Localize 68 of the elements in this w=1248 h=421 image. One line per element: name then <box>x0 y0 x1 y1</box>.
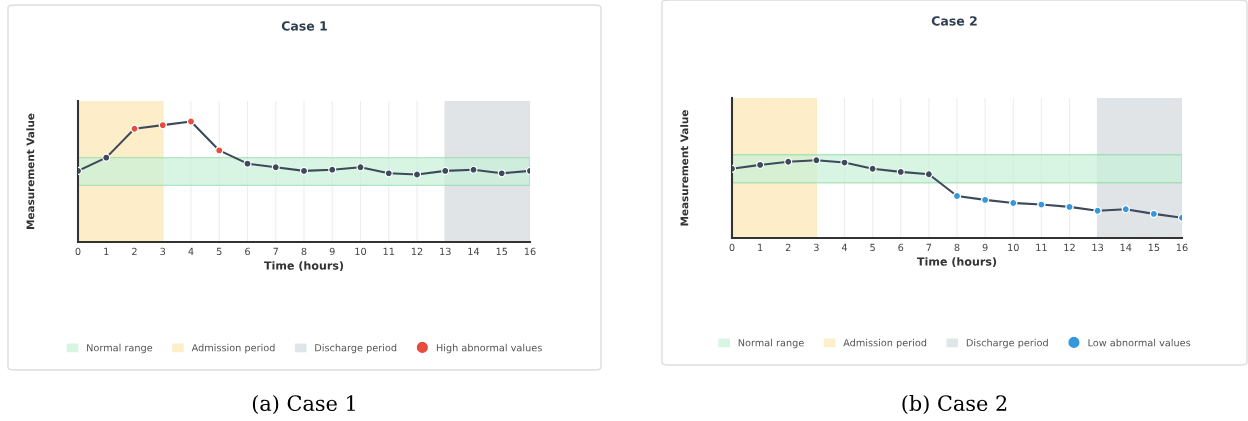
point <box>271 163 280 172</box>
text: (a) Case 1 <box>252 394 355 414</box>
legend-label: Discharge period <box>966 338 1048 349</box>
x-tick-label: 1 <box>104 247 109 255</box>
x-tick-label: 11 <box>1036 243 1047 251</box>
x-tick-label: 4 <box>841 243 848 251</box>
x-tick-label: 12 <box>411 247 423 255</box>
x-tick-label: 16 <box>1176 243 1188 252</box>
x-tick-label: 16 <box>524 247 536 256</box>
point <box>102 153 111 162</box>
y-axis-title: Measurement Value <box>680 110 689 226</box>
x-tick-label: 9 <box>329 247 335 256</box>
chart-title: Case 1 <box>281 21 327 31</box>
legend-label: Normal range <box>738 338 804 349</box>
x-tick-label: 0 <box>75 247 81 256</box>
point <box>812 156 821 165</box>
point <box>497 169 506 178</box>
point <box>356 163 365 172</box>
x-tick-label: 11 <box>383 247 395 255</box>
chart-title: Case 2 <box>931 16 977 26</box>
point <box>868 164 877 173</box>
x-tick-label: 10 <box>355 247 367 256</box>
x-tick-label: 6 <box>245 247 250 256</box>
x-tick-label: 7 <box>273 247 279 255</box>
x-tick-label: 5 <box>870 243 875 252</box>
legend-label: Normal range <box>87 343 153 354</box>
x-tick-label: 3 <box>160 247 166 256</box>
x-tick-label: 8 <box>954 243 960 252</box>
x-axis-title: Time (hours) <box>264 261 344 272</box>
point <box>840 158 849 167</box>
x-tick-label: 14 <box>1120 243 1132 251</box>
x-tick-label: 3 <box>814 243 819 252</box>
x-axis-title: Time (hours) <box>917 257 997 268</box>
x-tick-label: 14 <box>468 247 480 255</box>
x-tick-label: 1 <box>758 243 763 251</box>
point <box>784 157 793 166</box>
y-axis-title: Measurement Value <box>26 113 35 229</box>
x-tick-label: 2 <box>132 247 137 255</box>
legend-label: Admission period <box>191 343 275 354</box>
x-tick-label: 4 <box>188 247 194 255</box>
point <box>412 170 422 179</box>
x-tick-label: 10 <box>1008 243 1019 252</box>
point <box>924 170 933 179</box>
point <box>328 165 337 174</box>
x-tick-label: 5 <box>216 247 222 256</box>
x-tick-label: 0 <box>729 243 735 252</box>
x-tick-label: 15 <box>1148 243 1160 252</box>
x-tick-label: 15 <box>496 247 508 256</box>
text: (b) Case 2 <box>902 394 1007 414</box>
point <box>243 159 252 168</box>
x-tick-label: 9 <box>982 243 988 252</box>
legend-label: Admission period <box>843 338 927 349</box>
legend-label: Discharge period <box>315 343 397 354</box>
point <box>441 166 450 175</box>
legend-label: Low abnormal values <box>1088 338 1191 347</box>
point <box>756 160 765 169</box>
legend-label: High abnormal values <box>436 343 542 354</box>
x-tick-label: 6 <box>898 243 904 252</box>
x-tick-label: 13 <box>1092 243 1104 252</box>
x-tick-label: 8 <box>301 247 307 256</box>
point <box>469 165 478 174</box>
x-tick-label: 12 <box>1064 243 1075 251</box>
x-tick-label: 2 <box>785 243 791 251</box>
x-tick-label: 7 <box>926 243 932 251</box>
x-tick-label: 13 <box>440 247 451 256</box>
point <box>896 167 905 176</box>
point <box>384 169 393 178</box>
point <box>299 166 309 175</box>
